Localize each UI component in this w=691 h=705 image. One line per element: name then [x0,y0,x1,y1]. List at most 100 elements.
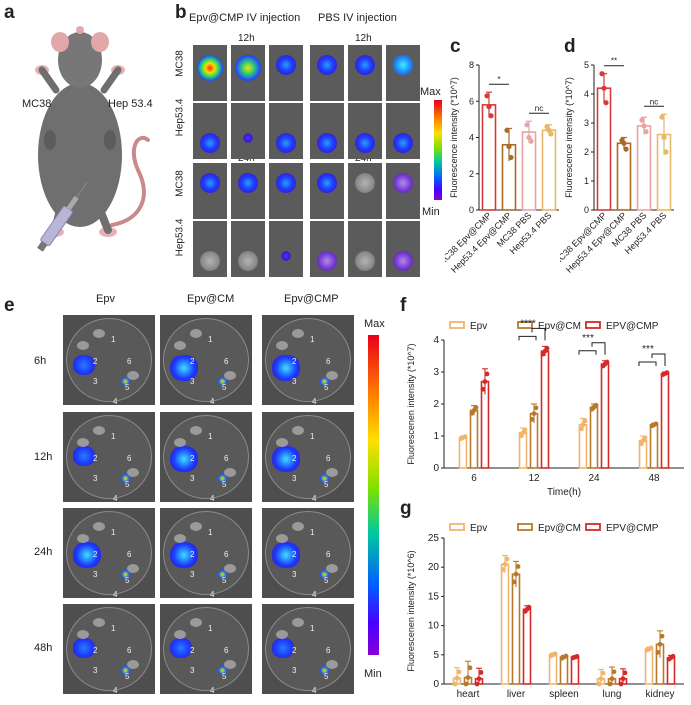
legend-swatch [585,523,601,531]
colorbar-b [434,100,442,200]
y-axis-label: Fluorescenen intensity (*10^7) [406,343,416,464]
organ-number: 4 [312,590,317,599]
y-tick-label: 3 [584,118,589,128]
organ-number: 1 [111,528,116,537]
kidney-signal [218,377,227,386]
organ-number: 6 [224,550,229,559]
organ-number: 2 [190,646,195,655]
row-label-hep-top: Hep53.4 [174,98,186,137]
tumor-signal [281,251,291,261]
organ-tissue [224,371,236,380]
organ-number: 1 [310,624,315,633]
organ-tissue [190,522,202,531]
organ-number: 5 [125,383,130,392]
organ-tissue [292,426,304,435]
bar [559,656,569,685]
significance-label: nc [535,104,543,113]
organ-number: 3 [292,570,297,579]
bar [541,129,557,211]
panel-label-f: f [400,295,407,316]
mouse-left-label: MC38 [22,98,52,110]
ivis-tile [348,103,382,159]
organ-number: 6 [224,646,229,655]
data-point [484,93,490,99]
significance-bracket [531,327,546,341]
organ-number: 3 [93,377,98,386]
organ-number: 2 [93,550,98,559]
data-point [621,140,627,146]
kidney-signal [121,666,130,675]
organ-number: 4 [210,686,215,695]
significance-bracket [651,353,666,366]
tumor-signal [355,173,375,193]
bar [636,125,652,211]
data-point [529,416,535,422]
organ-number: 3 [93,570,98,579]
petri-plate [163,415,249,499]
data-point [467,665,473,671]
ivis-tile [348,45,382,101]
ivis-tile [386,45,420,101]
organ-number: 1 [208,432,213,441]
organ-tissue [77,438,89,447]
organ-tissue [276,438,288,447]
y-tick-label: 4 [433,335,439,346]
x-tick-label: liver [507,689,526,700]
data-point [659,114,665,120]
organ-number: 5 [222,480,227,489]
row-label-6h: 6h [34,355,47,367]
data-point [670,653,676,659]
data-point [508,154,514,161]
organ-number: 6 [326,646,331,655]
data-point [563,653,569,659]
x-tick-label: lung [603,689,622,700]
data-point [601,85,607,91]
kidney-signal [121,570,130,579]
y-tick-label: 2 [584,147,589,157]
data-point [548,131,554,137]
data-point [642,435,648,441]
x-tick-label: heart [457,689,480,700]
legend-swatch [449,321,465,329]
data-point [598,676,604,682]
bar [480,380,490,469]
kidney-signal [320,377,329,386]
colorbar-e [368,335,379,655]
organ-number: 6 [224,357,229,366]
bar [522,608,532,685]
data-point [473,405,479,410]
data-point [462,434,468,440]
x-tick-label: 48 [648,473,660,484]
significance-bracket [591,342,606,355]
significance-label: ** [611,57,617,66]
significance-label: * [497,75,500,84]
liver-signal [73,446,95,466]
organ-tissue [93,618,105,627]
significance-bracket [638,361,657,366]
organ-tissue [276,630,288,639]
data-point [522,427,528,433]
organ-number: 6 [127,550,132,559]
petri-plate [265,415,351,499]
liver-signal [272,638,294,658]
y-tick-label: 10 [428,621,440,632]
organ-tissue [174,534,186,543]
y-axis-label: Fluorescence intensity (*10^7) [449,77,459,198]
organ-number: 4 [210,494,215,503]
organ-number: 3 [93,666,98,675]
tumor-signal [243,133,253,143]
organ-number: 1 [111,335,116,344]
data-point [502,561,508,567]
ivis-tile [386,221,420,277]
x-tick-label: 12 [528,473,540,484]
tumor-signal [235,55,261,81]
organ-number: 2 [190,357,195,366]
liver-signal [73,542,101,568]
data-point [488,113,494,119]
organ-number: 5 [222,672,227,681]
organ-number: 3 [93,474,98,483]
